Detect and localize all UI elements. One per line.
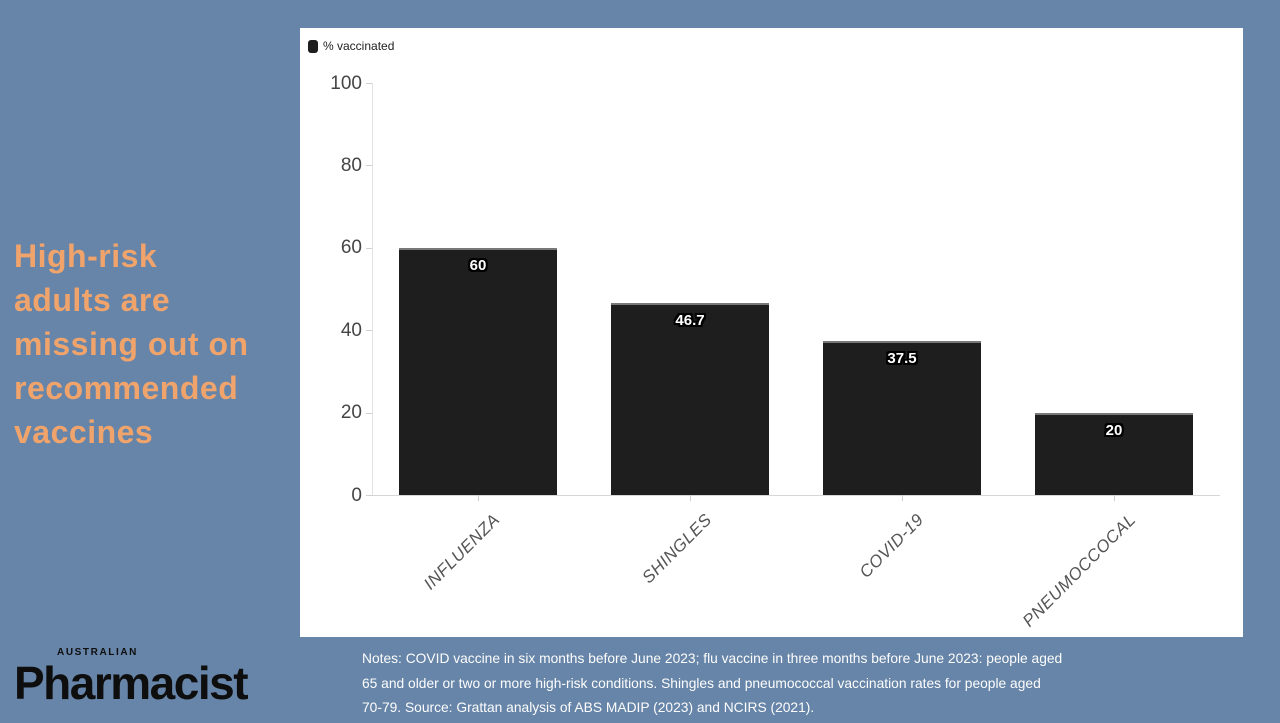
y-tick-label: 100 — [330, 72, 362, 94]
y-tick-label: 0 — [351, 484, 362, 506]
x-tick-mark — [902, 495, 903, 501]
y-axis-line — [372, 83, 373, 495]
x-tick-mark — [1114, 495, 1115, 501]
x-tick-mark — [690, 495, 691, 501]
bar-value-label: 20 — [1105, 421, 1123, 439]
y-tick-label: 40 — [340, 319, 362, 341]
logo-name: Pharmacist — [14, 657, 249, 709]
bar-influenza — [399, 247, 557, 495]
logo-kicker: AUSTRALIAN — [57, 647, 138, 658]
y-tick-mark — [366, 330, 372, 332]
y-tick-mark — [366, 247, 372, 249]
bar-covid-19 — [823, 340, 981, 495]
bar-value-label: 37.5 — [887, 349, 917, 367]
bar-chart-plot: 0 20 40 60 80 100 60 INFLUENZA 46.7 SHINGLES 37.5 C… — [300, 28, 1243, 637]
bar-value-label: 46.7 — [675, 311, 705, 329]
y-tick-label: 60 — [340, 237, 362, 259]
legend-label: % vaccinated — [323, 39, 395, 53]
y-tick-mark — [366, 412, 372, 414]
y-tick-mark — [366, 495, 372, 496]
x-tick-mark — [478, 495, 479, 501]
chart-legend: % vaccinated — [308, 39, 394, 53]
y-tick-label: 80 — [340, 154, 362, 176]
bar-pneumoccocal — [1035, 412, 1193, 495]
legend-swatch-icon — [308, 39, 318, 53]
y-tick-mark — [366, 165, 372, 167]
headline: High-risk adults are missing out on reco… — [14, 238, 249, 450]
chart-panel: % vaccinated 0 20 40 60 80 100 60 INFLUENZA 46.7… — [300, 28, 1243, 637]
bar-shingles — [611, 302, 769, 495]
y-tick-label: 20 — [340, 402, 362, 424]
chart-notes: Notes: COVID vaccine in six months befor… — [362, 651, 1063, 715]
publication-logo: AUSTRALIAN Pharmacist — [14, 647, 249, 709]
x-axis-baseline — [372, 495, 1220, 496]
y-tick-mark — [366, 83, 372, 84]
bar-value-label: 60 — [469, 256, 487, 274]
